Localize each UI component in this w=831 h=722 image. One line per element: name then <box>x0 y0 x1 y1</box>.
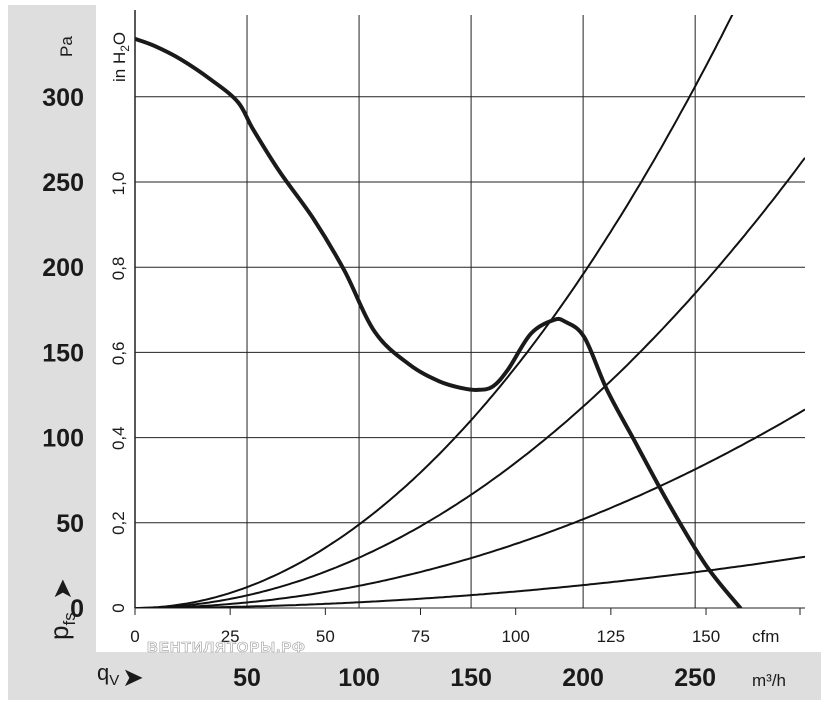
fan-curve-group <box>135 36 743 608</box>
pa-unit-label: Pa <box>57 36 76 57</box>
flow-arrow-icon: ➤ <box>122 662 144 692</box>
pressure-symbol: pfs <box>44 612 79 640</box>
m3h-unit-label: m³/h <box>752 671 786 690</box>
cfm-unit-label: cfm <box>752 627 779 646</box>
m3h-tick-label: 50 <box>233 664 261 692</box>
system-curves <box>135 15 805 608</box>
watermark: ВЕНТИЛЯТОРЫ.РФ <box>147 639 306 656</box>
pa-tick-label: 50 <box>56 510 84 538</box>
fan-curve <box>135 36 743 608</box>
pa-tick-label: 250 <box>42 169 84 197</box>
pa-tick-label: 0 <box>70 595 84 623</box>
cfm-tick-label: 25 <box>221 627 240 646</box>
plot-area <box>135 15 805 608</box>
cfm-tick-label: 100 <box>501 627 529 646</box>
m3h-tick-label: 200 <box>562 664 604 692</box>
inh2o-tick-label: 0,4 <box>109 426 128 450</box>
m3h-tick-label: 250 <box>674 664 716 692</box>
pa-tick-label: 100 <box>42 425 84 453</box>
pa-tick-label: 300 <box>42 84 84 112</box>
pa-tick-label: 200 <box>42 254 84 282</box>
inh2o-tick-label: 0,8 <box>109 257 128 281</box>
inh2o-tick-label: 0,6 <box>109 342 128 366</box>
system-curve <box>135 15 734 608</box>
m3h-tick-label: 100 <box>338 664 380 692</box>
m3h-tick-label: 150 <box>450 664 492 692</box>
grid-lines <box>135 15 805 609</box>
system-curve <box>135 555 805 608</box>
bottom-axis-band <box>8 652 821 700</box>
cfm-tick-label: 125 <box>597 627 625 646</box>
inh2o-tick-label: 0 <box>109 603 128 612</box>
inh2o-unit-label: in H2O <box>110 32 132 82</box>
flow-symbol: qV <box>97 660 119 689</box>
left-axis-band <box>8 5 96 700</box>
cfm-tick-label: 150 <box>692 627 720 646</box>
cfm-tick-label: 0 <box>130 627 139 646</box>
system-curve <box>135 408 805 608</box>
pa-tick-label: 150 <box>42 339 84 367</box>
inh2o-tick-label: 0,2 <box>109 511 128 535</box>
inh2o-tick-label: 1,0 <box>109 172 128 196</box>
cfm-tick-label: 50 <box>316 627 335 646</box>
system-curve <box>135 157 805 608</box>
cfm-tick-label: 75 <box>411 627 430 646</box>
pressure-arrow-icon: ➤ <box>47 578 77 600</box>
